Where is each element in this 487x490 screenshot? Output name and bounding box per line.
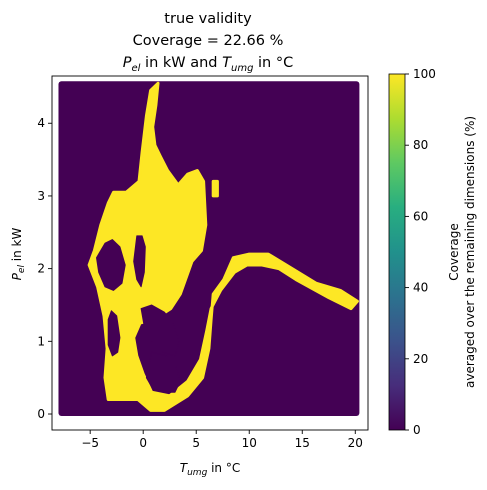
y-tick-label: 1 bbox=[37, 334, 45, 348]
chart-title-line-2: Coverage = 22.66 % bbox=[133, 33, 284, 49]
y-label-unit: in kW bbox=[10, 228, 24, 266]
y-tick-label: 3 bbox=[37, 189, 45, 203]
colorbar: 0 20 40 60 80 100 Coverage averaged over the … bbox=[388, 67, 477, 437]
x-tick-label: 20 bbox=[348, 436, 363, 450]
invalid-hole-1 bbox=[133, 235, 146, 288]
x-tick-label: 10 bbox=[242, 436, 257, 450]
colorbar-tick-label: 40 bbox=[413, 281, 428, 295]
x-tick-label: 5 bbox=[192, 436, 200, 450]
plot-area: −5 0 5 10 15 20 0 1 2 3 4 bbox=[37, 75, 369, 450]
x-tick-label: 15 bbox=[295, 436, 310, 450]
x-label-symbol: T bbox=[180, 461, 189, 475]
x-axis-label: Tumg in °C bbox=[180, 461, 240, 478]
invalid-hole-4 bbox=[145, 351, 181, 393]
colorbar-tick-label: 100 bbox=[413, 67, 436, 81]
x-tick-label: −5 bbox=[81, 436, 99, 450]
valid-region-layer bbox=[87, 81, 359, 412]
colorbar-ticks: 0 20 40 60 80 100 bbox=[405, 67, 436, 437]
y-tick-label: 2 bbox=[37, 262, 45, 276]
y-axis-label: Pel in kW bbox=[10, 228, 27, 281]
valid-region-0 bbox=[87, 81, 359, 412]
y-axis-ticks: 0 1 2 3 4 bbox=[37, 116, 52, 421]
chart-title-line-1: true validity bbox=[164, 11, 252, 27]
invalid-hole-2 bbox=[107, 310, 121, 357]
colorbar-tick-label: 60 bbox=[413, 209, 428, 223]
x-label-unit: in °C bbox=[207, 461, 240, 475]
invalid-hole-3 bbox=[140, 304, 180, 357]
x-tick-label: 0 bbox=[139, 436, 147, 450]
colorbar-tick-label: 80 bbox=[413, 138, 428, 152]
y-label-subscript: el bbox=[17, 265, 27, 274]
y-label-symbol: P bbox=[10, 272, 24, 280]
valid-region-1 bbox=[211, 179, 219, 198]
title-p-symbol: P bbox=[123, 55, 132, 71]
x-label-subscript: umg bbox=[187, 468, 207, 478]
colorbar-label-line-1: Coverage bbox=[447, 223, 461, 281]
colorbar-gradient bbox=[388, 73, 406, 431]
title-p-subscript: el bbox=[132, 63, 141, 74]
invalid-hole-0 bbox=[96, 239, 126, 291]
title-end-text: in °C bbox=[253, 55, 293, 71]
y-tick-label: 4 bbox=[37, 116, 45, 130]
y-tick-label: 0 bbox=[37, 407, 45, 421]
x-axis-ticks: −5 0 5 10 15 20 bbox=[81, 430, 363, 450]
chart-title-line-3: Pel in kW and Tumg in °C bbox=[123, 55, 293, 74]
colorbar-tick-label: 0 bbox=[413, 423, 421, 437]
title-t-symbol: T bbox=[222, 55, 232, 71]
colorbar-tick-label: 20 bbox=[413, 352, 428, 366]
colorbar-label-line-2: averaged over the remaining dimensions (… bbox=[463, 116, 477, 388]
title-t-subscript: umg bbox=[231, 63, 253, 74]
title-middle-text: in kW and bbox=[140, 55, 222, 71]
plot-frame bbox=[51, 75, 369, 431]
invalid-holes-layer bbox=[96, 235, 181, 393]
